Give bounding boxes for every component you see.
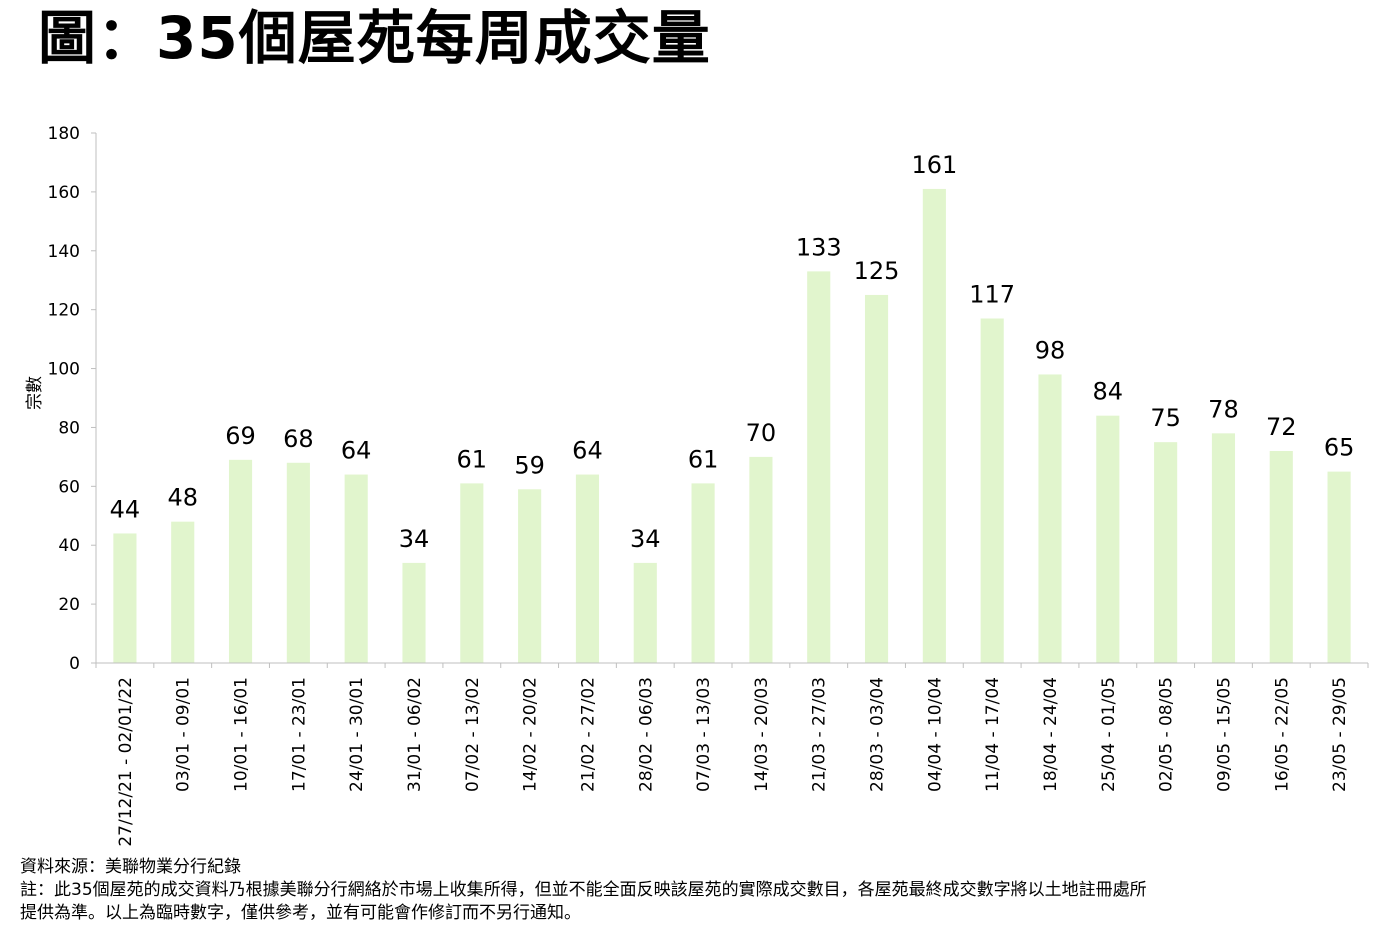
y-tick-label: 20 [58, 595, 80, 615]
data-label: 78 [1208, 395, 1239, 423]
x-tick-label: 14/03 - 20/03 [752, 677, 772, 792]
bar [575, 474, 600, 663]
x-tick-label: 23/05 - 29/05 [1330, 677, 1350, 792]
bar [518, 489, 542, 663]
x-tick-label: 18/04 - 24/04 [1041, 677, 1061, 792]
x-tick-label: 28/02 - 06/03 [636, 677, 656, 792]
x-tick-label: 02/05 - 08/05 [1157, 677, 1177, 792]
bar [980, 318, 1004, 663]
bar [864, 294, 889, 663]
y-tick-label: 60 [58, 477, 80, 497]
x-tick-label: 28/03 - 03/04 [868, 677, 888, 792]
data-label: 70 [746, 419, 777, 447]
bar [807, 271, 831, 663]
data-label: 61 [457, 445, 488, 473]
y-tick-label: 40 [58, 536, 80, 556]
data-label: 64 [341, 437, 372, 465]
data-label: 44 [110, 495, 141, 523]
x-axis [95, 662, 1369, 668]
data-label: 34 [630, 525, 661, 553]
x-tick-label: 10/01 - 16/01 [232, 677, 252, 792]
bar [691, 483, 715, 663]
y-tick-label: 80 [58, 418, 80, 438]
data-label: 48 [167, 484, 198, 512]
data-label: 125 [854, 257, 900, 285]
y-tick-label: 120 [48, 301, 80, 321]
bar [286, 462, 310, 663]
footnotes: 資料來源：美聯物業分行紀錄 註：此35個屋苑的成交資料乃根據美聯分行網絡於市場上… [20, 856, 1385, 925]
x-tick-label: 16/05 - 22/05 [1272, 677, 1292, 792]
bar [1211, 433, 1236, 663]
bar [228, 459, 253, 663]
data-label: 65 [1324, 434, 1355, 462]
bar [1154, 442, 1178, 663]
y-tick-label: 140 [48, 242, 80, 262]
y-tick-label: 0 [69, 654, 80, 674]
bar [1038, 374, 1062, 663]
x-tick-label: 11/04 - 17/04 [983, 677, 1003, 792]
y-axis-label: 宗數 [25, 376, 45, 410]
x-tick-label: 04/04 - 10/04 [925, 677, 945, 792]
x-tick-label: 21/03 - 27/03 [810, 677, 830, 792]
data-label: 61 [688, 445, 719, 473]
bar [113, 533, 137, 663]
bar [344, 474, 368, 663]
bar [402, 562, 426, 663]
data-label: 98 [1035, 336, 1066, 364]
data-label: 161 [911, 151, 957, 179]
x-tick-label: 03/01 - 09/01 [174, 677, 194, 792]
data-label: 84 [1093, 378, 1124, 406]
x-tick-label: 07/03 - 13/03 [694, 677, 714, 792]
bars [113, 188, 1351, 663]
y-tick-label: 160 [48, 183, 80, 203]
y-axis [91, 132, 97, 664]
x-tick-label: 21/02 - 27/02 [578, 677, 598, 792]
bar [749, 456, 773, 663]
x-tick-label: 17/01 - 23/01 [289, 677, 309, 792]
x-tick-label: 25/04 - 01/05 [1099, 677, 1119, 792]
x-tick-label: 09/05 - 15/05 [1214, 677, 1234, 792]
x-tick-label: 24/01 - 30/01 [347, 677, 367, 792]
bar [922, 188, 946, 663]
x-tick-labels: 27/12/21 - 02/01/22 03/01 - 09/01 10/01 - … [116, 677, 1350, 847]
x-tick-label: 14/02 - 20/02 [521, 677, 541, 792]
data-label: 133 [796, 233, 842, 261]
x-tick-label: 27/12/21 - 02/01/22 [116, 677, 136, 847]
y-tick-label: 180 [48, 124, 80, 144]
bar [1327, 471, 1351, 663]
disclaimer-line-1: 註：此35個屋苑的成交資料乃根據美聯分行網絡於市場上收集所得，但並不能全面反映該… [20, 880, 1147, 900]
bar [460, 483, 484, 663]
page-title: 圖：35個屋苑每周成交量 [38, 4, 711, 72]
bar [1269, 451, 1293, 663]
data-label: 34 [399, 525, 430, 553]
data-label: 59 [514, 451, 545, 479]
y-tick-label: 100 [48, 360, 80, 380]
data-label: 69 [225, 422, 256, 450]
data-label: 72 [1266, 413, 1297, 441]
x-tick-label: 31/01 - 06/02 [405, 677, 425, 792]
source-note: 資料來源：美聯物業分行紀錄 [20, 857, 241, 877]
data-label: 64 [572, 437, 603, 465]
disclaimer-line-2: 提供為準。以上為臨時數字，僅供參考，並有可能會作修訂而不另行通知。 [20, 903, 581, 923]
bar-chart: 0 20 40 60 80 100 120 140 160 180 44 48 69 68 64 34 61 5… [25, 124, 1369, 847]
bar [633, 562, 657, 663]
data-label: 75 [1150, 404, 1181, 432]
bar [1096, 415, 1120, 663]
data-label: 117 [969, 281, 1015, 309]
x-tick-label: 07/02 - 13/02 [463, 677, 483, 792]
bar [171, 521, 195, 663]
y-tick-labels: 0 20 40 60 80 100 120 140 160 180 [48, 124, 80, 674]
data-label: 68 [283, 425, 314, 453]
data-labels: 44 48 69 68 64 34 61 59 64 34 61 70 133 125 161 117 98 84… [110, 151, 1355, 553]
